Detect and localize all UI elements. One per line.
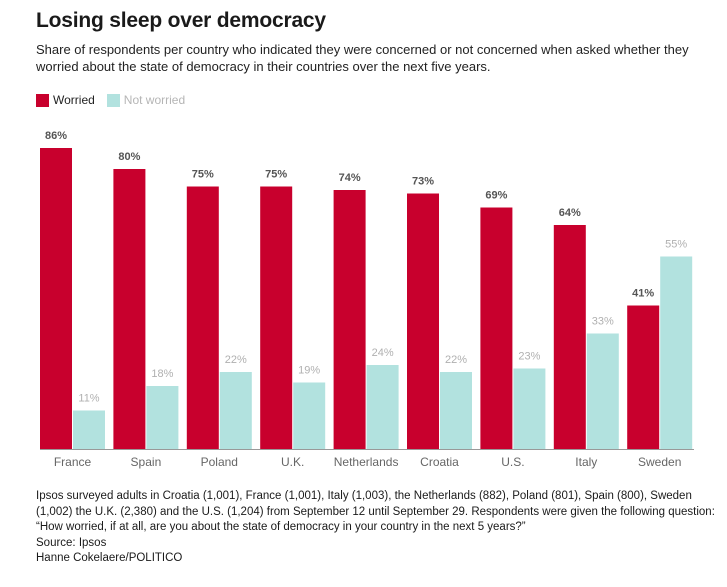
bar-worried-u-s <box>480 207 513 449</box>
x-tick-label-italy: Italy <box>575 455 597 469</box>
bar-worried-poland <box>186 186 219 449</box>
x-tick-label-france: France <box>54 455 92 469</box>
data-label-not-worried-italy: 33% <box>592 316 614 328</box>
legend-item-not-worried[interactable]: Not worried <box>106 93 186 107</box>
bar-not-worried-spain <box>146 386 179 449</box>
credit-line: Hanne Cokelaere/POLITICO <box>36 552 183 565</box>
bar-worried-croatia <box>407 193 439 449</box>
data-label-not-worried-sweden: 55% <box>665 239 687 251</box>
x-tick-label-u-k: U.K. <box>281 455 304 469</box>
bar-not-worried-france <box>73 410 105 449</box>
data-label-not-worried-france: 11% <box>78 393 99 405</box>
data-label-worried-poland: 75% <box>192 169 214 181</box>
legend-label-worried: Worried <box>53 93 95 107</box>
data-label-worried-netherlands: 74% <box>339 172 361 184</box>
data-label-not-worried-croatia: 22% <box>445 354 467 366</box>
data-label-not-worried-poland: 22% <box>225 354 247 366</box>
bar-not-worried-u-k <box>293 382 326 449</box>
bar-worried-netherlands <box>333 190 366 449</box>
data-label-not-worried-netherlands: 24% <box>372 347 394 359</box>
bar-not-worried-croatia <box>440 372 472 449</box>
bar-not-worried-sweden <box>660 256 693 449</box>
data-label-worried-croatia: 73% <box>412 176 434 188</box>
source-line: Source: Ipsos <box>36 536 107 549</box>
legend-swatch-worried <box>36 93 49 107</box>
data-label-worried-italy: 64% <box>559 207 581 219</box>
bar-chart: 86% 11% France 80% 18% Spain 75% 22% Poland 75% 19… <box>40 130 694 469</box>
methodology-note: Ipsos surveyed adults in Croatia (1,001)… <box>36 490 715 534</box>
x-tick-label-spain: Spain <box>131 455 162 469</box>
data-label-worried-france: 86% <box>45 130 67 142</box>
bar-not-worried-italy <box>586 333 619 449</box>
data-label-worried-u-k: 75% <box>265 169 287 181</box>
x-tick-label-sweden: Sweden <box>638 455 681 469</box>
bar-worried-france <box>40 148 72 449</box>
legend: Worried Not worried <box>36 93 197 107</box>
legend-label-not-worried: Not worried <box>123 93 186 107</box>
bar-worried-sweden <box>627 305 660 449</box>
x-tick-label-netherlands: Netherlands <box>334 455 399 469</box>
data-label-not-worried-u-k: 19% <box>298 365 320 377</box>
x-tick-label-croatia: Croatia <box>420 455 459 469</box>
legend-item-worried[interactable]: Worried <box>36 93 95 107</box>
bar-not-worried-u-s <box>513 368 546 449</box>
chart-title: Losing sleep over democracy <box>36 9 326 32</box>
data-label-not-worried-spain: 18% <box>151 368 173 380</box>
data-label-worried-spain: 80% <box>118 151 140 163</box>
bar-worried-u-k <box>260 186 293 449</box>
x-tick-label-u-s: U.S. <box>501 455 524 469</box>
x-tick-label-poland: Poland <box>201 455 238 469</box>
bar-not-worried-poland <box>219 372 252 449</box>
data-label-not-worried-u-s: 23% <box>518 351 540 363</box>
data-label-worried-sweden: 41% <box>632 288 654 300</box>
legend-swatch-not-worried <box>106 93 120 107</box>
bar-not-worried-netherlands <box>366 365 399 449</box>
bar-worried-italy <box>553 225 586 449</box>
bar-worried-spain <box>113 169 146 449</box>
data-label-worried-u-s: 69% <box>485 190 507 202</box>
chart-subtitle: Share of respondents per country who ind… <box>36 42 689 74</box>
footer: Ipsos surveyed adults in Croatia (1,001)… <box>36 489 721 567</box>
